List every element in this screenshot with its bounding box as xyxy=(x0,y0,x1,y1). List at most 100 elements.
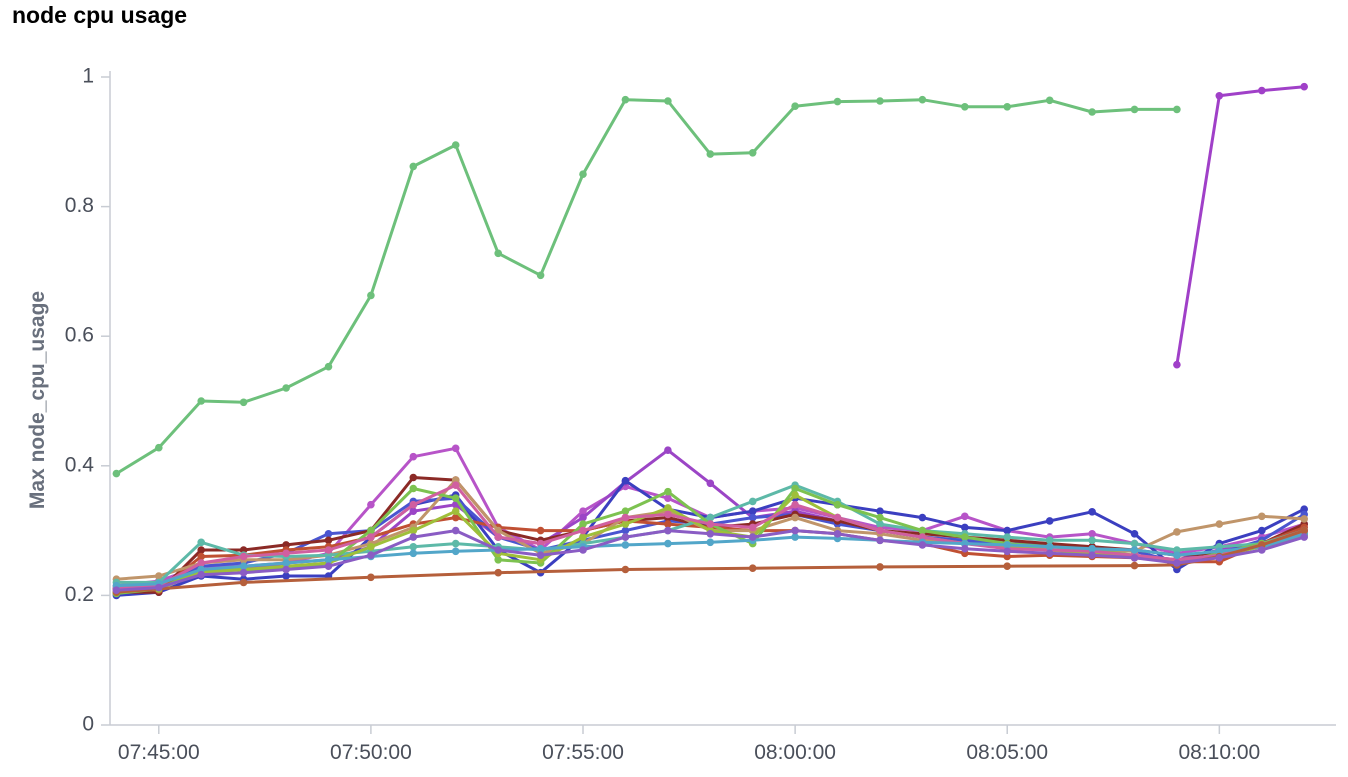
data-point[interactable] xyxy=(451,444,460,453)
data-point[interactable] xyxy=(367,500,375,509)
data-point[interactable] xyxy=(367,526,375,535)
data-point[interactable] xyxy=(239,568,248,577)
data-point[interactable] xyxy=(621,520,630,528)
data-point[interactable] xyxy=(791,491,799,499)
data-point[interactable] xyxy=(1215,547,1224,556)
data-point[interactable] xyxy=(197,397,205,405)
data-point[interactable] xyxy=(876,536,884,545)
data-point[interactable] xyxy=(155,583,163,592)
data-point[interactable] xyxy=(621,541,630,549)
data-point[interactable] xyxy=(1003,547,1011,556)
data-point[interactable] xyxy=(197,538,205,547)
data-point[interactable] xyxy=(239,398,248,407)
data-point[interactable] xyxy=(155,572,163,580)
data-point[interactable] xyxy=(621,513,630,522)
data-point[interactable] xyxy=(876,526,884,535)
data-point[interactable] xyxy=(1173,546,1181,554)
data-point[interactable] xyxy=(1300,505,1308,513)
data-point[interactable] xyxy=(282,559,290,567)
data-point[interactable] xyxy=(367,573,375,582)
data-point[interactable] xyxy=(664,487,672,496)
data-point[interactable] xyxy=(664,539,672,548)
data-point[interactable] xyxy=(791,500,799,509)
data-point[interactable] xyxy=(409,473,418,482)
data-point[interactable] xyxy=(197,559,205,567)
data-point[interactable] xyxy=(367,551,375,559)
data-point[interactable] xyxy=(197,570,205,579)
data-point[interactable] xyxy=(579,546,587,554)
data-point[interactable] xyxy=(664,494,672,503)
data-point[interactable] xyxy=(876,507,884,515)
data-point[interactable] xyxy=(621,526,630,535)
data-point[interactable] xyxy=(536,271,545,280)
data-point[interactable] xyxy=(1258,546,1266,554)
data-point[interactable] xyxy=(579,526,587,535)
data-point[interactable] xyxy=(664,446,672,455)
data-point[interactable] xyxy=(451,481,460,490)
data-point[interactable] xyxy=(918,541,927,549)
data-point[interactable] xyxy=(748,513,757,522)
data-point[interactable] xyxy=(1045,536,1054,545)
data-point[interactable] xyxy=(579,513,587,522)
data-point[interactable] xyxy=(324,530,333,538)
data-point[interactable] xyxy=(791,102,799,110)
data-point[interactable] xyxy=(451,507,460,515)
data-point[interactable] xyxy=(1003,526,1011,535)
data-point[interactable] xyxy=(494,556,503,564)
data-point[interactable] xyxy=(239,562,248,570)
data-point[interactable] xyxy=(1130,554,1139,562)
data-point[interactable] xyxy=(1088,508,1096,516)
data-point[interactable] xyxy=(748,507,757,515)
data-point[interactable] xyxy=(1173,551,1181,559)
data-point[interactable] xyxy=(706,513,715,522)
data-point[interactable] xyxy=(1088,544,1096,553)
data-point[interactable] xyxy=(833,500,842,509)
data-point[interactable] xyxy=(706,538,715,547)
data-point[interactable] xyxy=(239,578,248,587)
data-point[interactable] xyxy=(155,443,163,452)
data-point[interactable] xyxy=(451,513,460,522)
data-point[interactable] xyxy=(409,543,418,551)
data-point[interactable] xyxy=(367,291,375,300)
data-point[interactable] xyxy=(409,500,418,509)
data-point[interactable] xyxy=(1045,96,1054,105)
data-point[interactable] xyxy=(494,249,503,258)
data-point[interactable] xyxy=(876,563,884,571)
data-point[interactable] xyxy=(536,551,545,559)
data-point[interactable] xyxy=(409,162,418,171)
data-point[interactable] xyxy=(579,170,587,178)
data-point[interactable] xyxy=(1215,520,1224,528)
data-point[interactable] xyxy=(197,546,205,554)
data-point[interactable] xyxy=(1300,82,1308,91)
data-point[interactable] xyxy=(961,103,969,111)
data-point[interactable] xyxy=(536,526,545,535)
data-point[interactable] xyxy=(579,507,587,515)
data-point[interactable] xyxy=(239,552,248,561)
data-point[interactable] xyxy=(1003,562,1011,570)
data-point[interactable] xyxy=(918,95,927,104)
data-point[interactable] xyxy=(748,523,757,532)
data-point[interactable] xyxy=(1300,533,1308,541)
data-point[interactable] xyxy=(961,523,969,532)
data-point[interactable] xyxy=(1003,541,1011,549)
data-point[interactable] xyxy=(451,526,460,535)
data-point[interactable] xyxy=(1173,559,1181,567)
data-point[interactable] xyxy=(282,384,290,392)
data-point[interactable] xyxy=(748,533,757,541)
data-point[interactable] xyxy=(1045,517,1054,525)
data-point[interactable] xyxy=(664,526,672,535)
data-point[interactable] xyxy=(876,520,884,528)
data-point[interactable] xyxy=(324,536,333,545)
data-point[interactable] xyxy=(1173,528,1181,536)
data-point[interactable] xyxy=(579,520,587,528)
data-point[interactable] xyxy=(1003,552,1011,561)
data-point[interactable] xyxy=(112,586,121,594)
data-point[interactable] xyxy=(409,549,418,558)
data-point[interactable] xyxy=(409,507,418,515)
data-point[interactable] xyxy=(1130,530,1139,538)
data-point[interactable] xyxy=(451,494,460,503)
data-point[interactable] xyxy=(1088,108,1096,116)
data-point[interactable] xyxy=(409,526,418,535)
data-point[interactable] xyxy=(1088,551,1096,559)
data-point[interactable] xyxy=(664,510,672,519)
